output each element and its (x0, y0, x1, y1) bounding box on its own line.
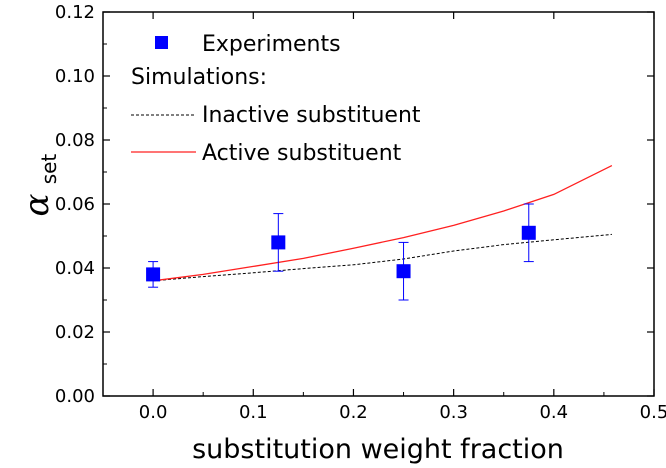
x-tick-label: 0.1 (239, 402, 268, 423)
y-axis-label: α set (17, 154, 61, 217)
y-tick-label: 0.04 (55, 258, 95, 279)
y-tick-label: 0.02 (55, 322, 95, 343)
y-tick-label: 0.00 (55, 386, 95, 407)
legend: Experiments Simulations: Inactive substi… (131, 32, 421, 166)
experiment-point (146, 267, 161, 282)
y-tick-label: 0.12 (55, 2, 95, 23)
legend-label-inactive: Inactive substituent (202, 103, 421, 128)
x-tick-label: 0.4 (539, 402, 568, 423)
y-tick-label: 0.10 (55, 66, 95, 87)
series-line-active (153, 165, 613, 282)
y-tick-label: 0.06 (55, 194, 95, 215)
experiment-point (271, 235, 286, 250)
y-axis-label-main: α (17, 193, 57, 216)
legend-label-experiments: Experiments (202, 32, 341, 57)
experiment-point (521, 225, 536, 240)
experiment-point (396, 264, 411, 279)
y-axis-label-sub: set (37, 154, 61, 185)
series-line-inactive (153, 233, 612, 282)
x-tick-label: 0.0 (139, 402, 168, 423)
x-tick-label: 0.5 (640, 402, 666, 423)
legend-label-simulations: Simulations: (131, 65, 267, 90)
axis-ticks: 0.0 0.1 0.2 0.3 0.4 0.5 0.00 0.02 0.04 0.06 0.08 0.… (55, 2, 666, 423)
legend-label-active: Active substituent (202, 141, 402, 166)
x-tick-label: 0.3 (439, 402, 468, 423)
legend-marker-experiments (155, 36, 168, 49)
x-axis-label: substitution weight fraction (192, 434, 564, 465)
series-layer (146, 165, 613, 301)
y-tick-label: 0.08 (55, 130, 95, 151)
x-tick-label: 0.2 (339, 402, 368, 423)
